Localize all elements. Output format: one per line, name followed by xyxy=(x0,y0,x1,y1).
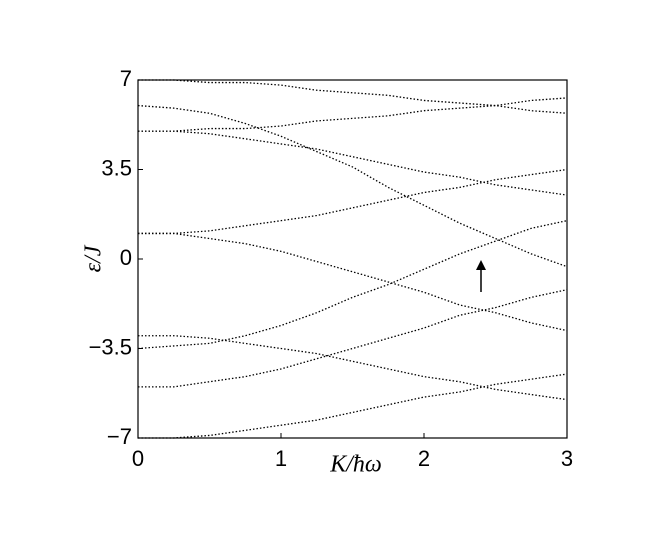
spectrum-line xyxy=(138,168,568,235)
x-tick-label: 3 xyxy=(561,446,573,471)
y-axis-label: ε/J xyxy=(81,244,107,272)
spectrum-line xyxy=(138,373,568,439)
spectrum-line xyxy=(138,232,568,332)
y-tick-label: 3.5 xyxy=(101,155,132,180)
y-tick-label: −3.5 xyxy=(89,334,132,359)
y-tick-label: 0 xyxy=(120,245,132,270)
spectrum-line xyxy=(138,289,568,388)
spectrum-line xyxy=(138,79,568,114)
spectrum-line xyxy=(138,97,568,132)
arrow xyxy=(476,260,486,292)
spectrum-line xyxy=(137,220,568,350)
x-tick-label: 0 xyxy=(132,446,144,471)
spectrum-line xyxy=(137,104,568,268)
x-axis-label: K/ħω xyxy=(329,452,382,478)
spectrum-line xyxy=(138,130,568,196)
x-tick-label: 1 xyxy=(275,446,287,471)
y-tick-label: −7 xyxy=(107,424,132,449)
y-tick-label: 7 xyxy=(120,66,132,91)
spectrum-line xyxy=(138,335,568,401)
x-tick-label: 2 xyxy=(418,446,430,471)
